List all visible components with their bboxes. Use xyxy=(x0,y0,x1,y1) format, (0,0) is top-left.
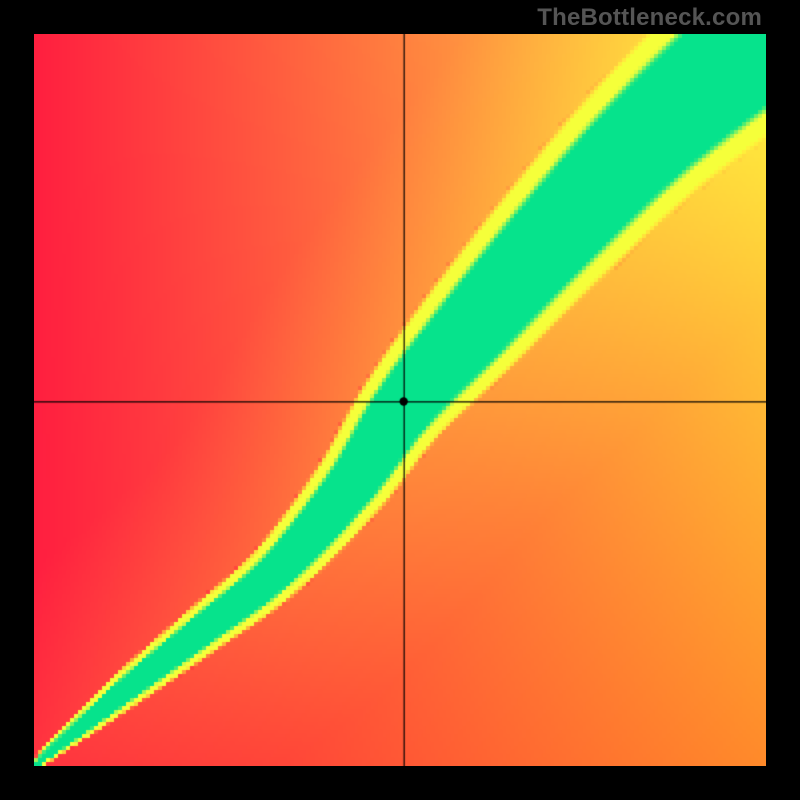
watermark-text: TheBottleneck.com xyxy=(537,4,762,32)
heatmap-canvas xyxy=(34,34,766,766)
chart-container: TheBottleneck.com xyxy=(0,0,800,800)
